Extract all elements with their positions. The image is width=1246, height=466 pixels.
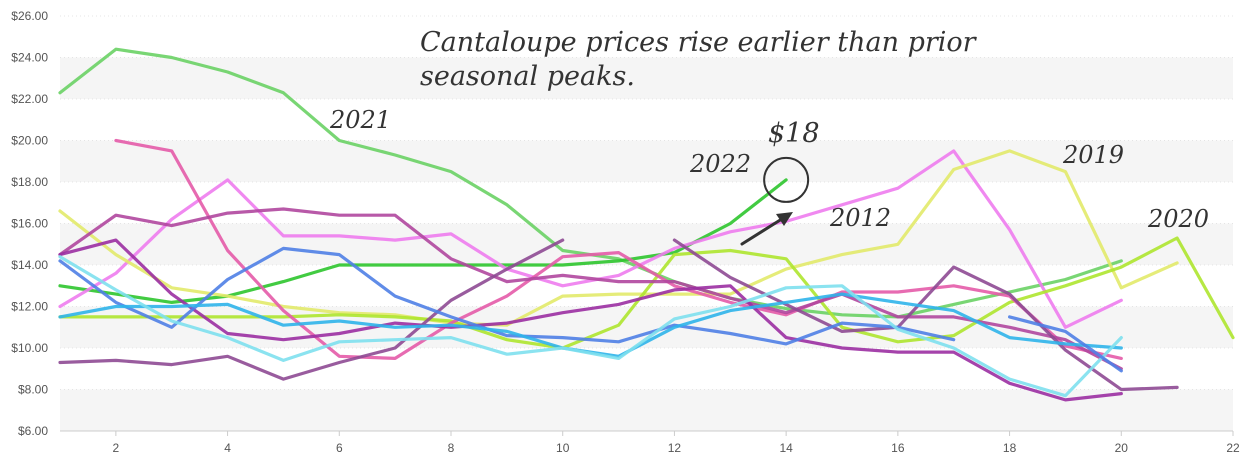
- series-line-7: [58, 207, 1123, 371]
- x-axis-ticks: 2 4 6 8 10 12 14 16 18 20 22: [113, 431, 1240, 455]
- label-2012: 2012: [829, 204, 891, 232]
- label-2020: 2020: [1147, 205, 1209, 233]
- series-line-9: [58, 238, 565, 381]
- series-line-11: [58, 246, 956, 346]
- x-tick-label: 2: [113, 441, 120, 455]
- x-tick-label: 8: [448, 441, 455, 455]
- y-tick-label: $6.00: [18, 424, 48, 438]
- grid-band: [60, 57, 1233, 99]
- x-tick-label: 20: [1115, 441, 1129, 455]
- x-tick-label: 4: [224, 441, 231, 455]
- y-tick-label: $18.00: [11, 175, 48, 189]
- y-tick-label: $14.00: [11, 258, 48, 272]
- label-2021: 2021: [329, 106, 391, 134]
- annotation-arrow: [740, 215, 787, 246]
- series-line-2020: [58, 236, 1235, 350]
- y-tick-label: $20.00: [11, 134, 48, 148]
- grid-band: [60, 389, 1233, 431]
- y-tick-label: $26.00: [11, 9, 48, 23]
- series-line-6: [114, 138, 1123, 360]
- x-tick-label: 6: [336, 441, 343, 455]
- series-line-13: [58, 255, 1123, 398]
- y-tick-label: $16.00: [11, 217, 48, 231]
- series-line-8: [58, 238, 1123, 402]
- x-tick-label: 14: [779, 441, 793, 455]
- x-tick-label: 10: [556, 441, 570, 455]
- headline-line-1: Cantaloupe prices rise earlier than prio…: [420, 27, 978, 58]
- headline-line-2: seasonal peaks.: [420, 61, 635, 92]
- y-tick-label: $12.00: [11, 300, 48, 314]
- series-line-14: [1008, 315, 1123, 373]
- series-line-2019: [58, 149, 1179, 327]
- grid-band: [60, 140, 1233, 182]
- label-2019: 2019: [1062, 141, 1124, 169]
- x-tick-label: 12: [668, 441, 682, 455]
- label-2022: 2022: [689, 150, 751, 178]
- series-line-10: [672, 238, 1179, 392]
- series-lines: [58, 47, 1235, 402]
- y-tick-label: $22.00: [11, 92, 48, 106]
- x-tick-label: 16: [891, 441, 905, 455]
- annotation-arrowhead: [776, 212, 793, 226]
- highlight-circle: [763, 156, 810, 203]
- x-tick-label: 18: [1003, 441, 1017, 455]
- grid-bands: [60, 15, 1233, 432]
- y-tick-label: $24.00: [11, 51, 48, 65]
- y-tick-label: $8.00: [18, 383, 48, 397]
- series-line-2012: [58, 149, 1123, 329]
- current-value-label: $18: [768, 118, 820, 149]
- y-tick-label: $10.00: [11, 341, 48, 355]
- y-axis-ticks: $6.00 $8.00 $10.00 $12.00 $14.00 $16.00 $18.00…: [11, 9, 48, 438]
- x-tick-label: 22: [1226, 441, 1240, 455]
